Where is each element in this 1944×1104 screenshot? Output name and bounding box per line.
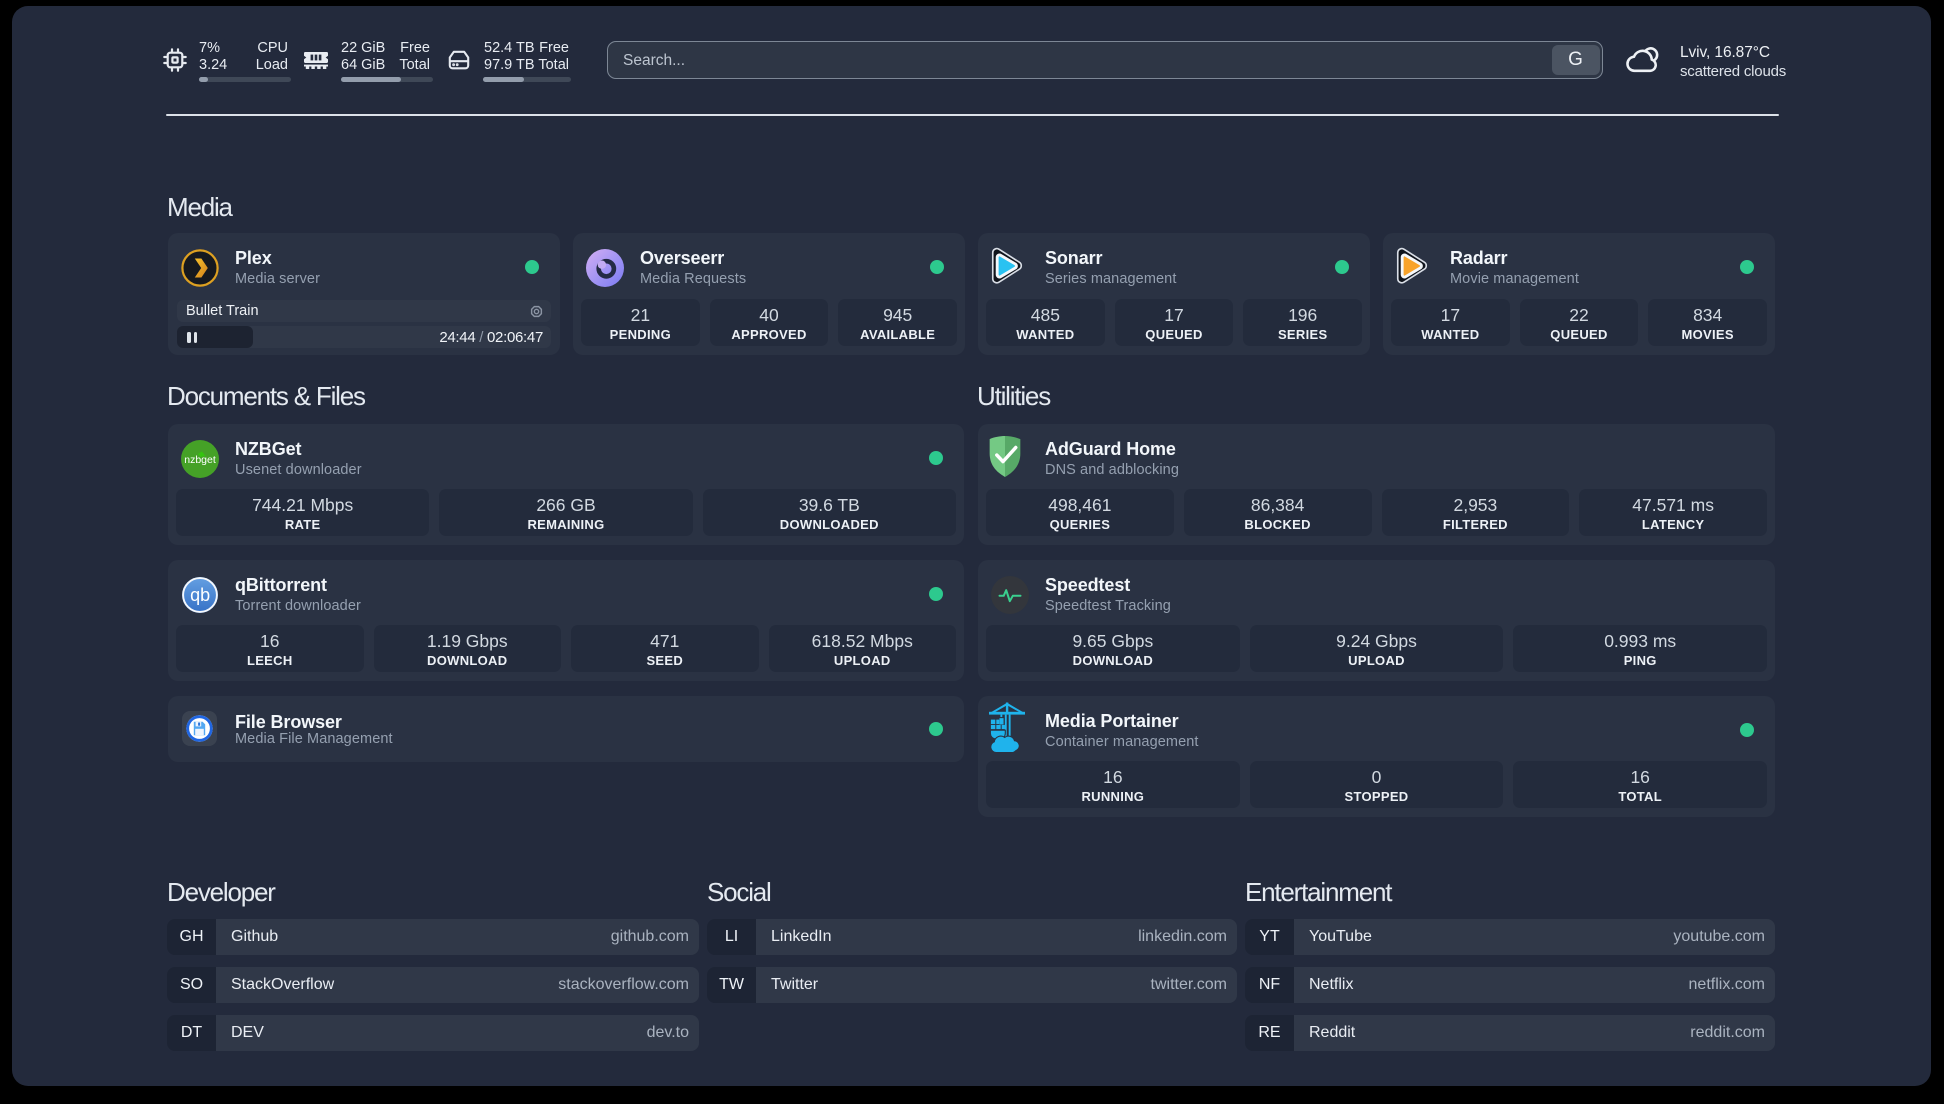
svg-text:nzbget: nzbget [184,454,216,466]
svg-text:qb: qb [190,585,210,605]
